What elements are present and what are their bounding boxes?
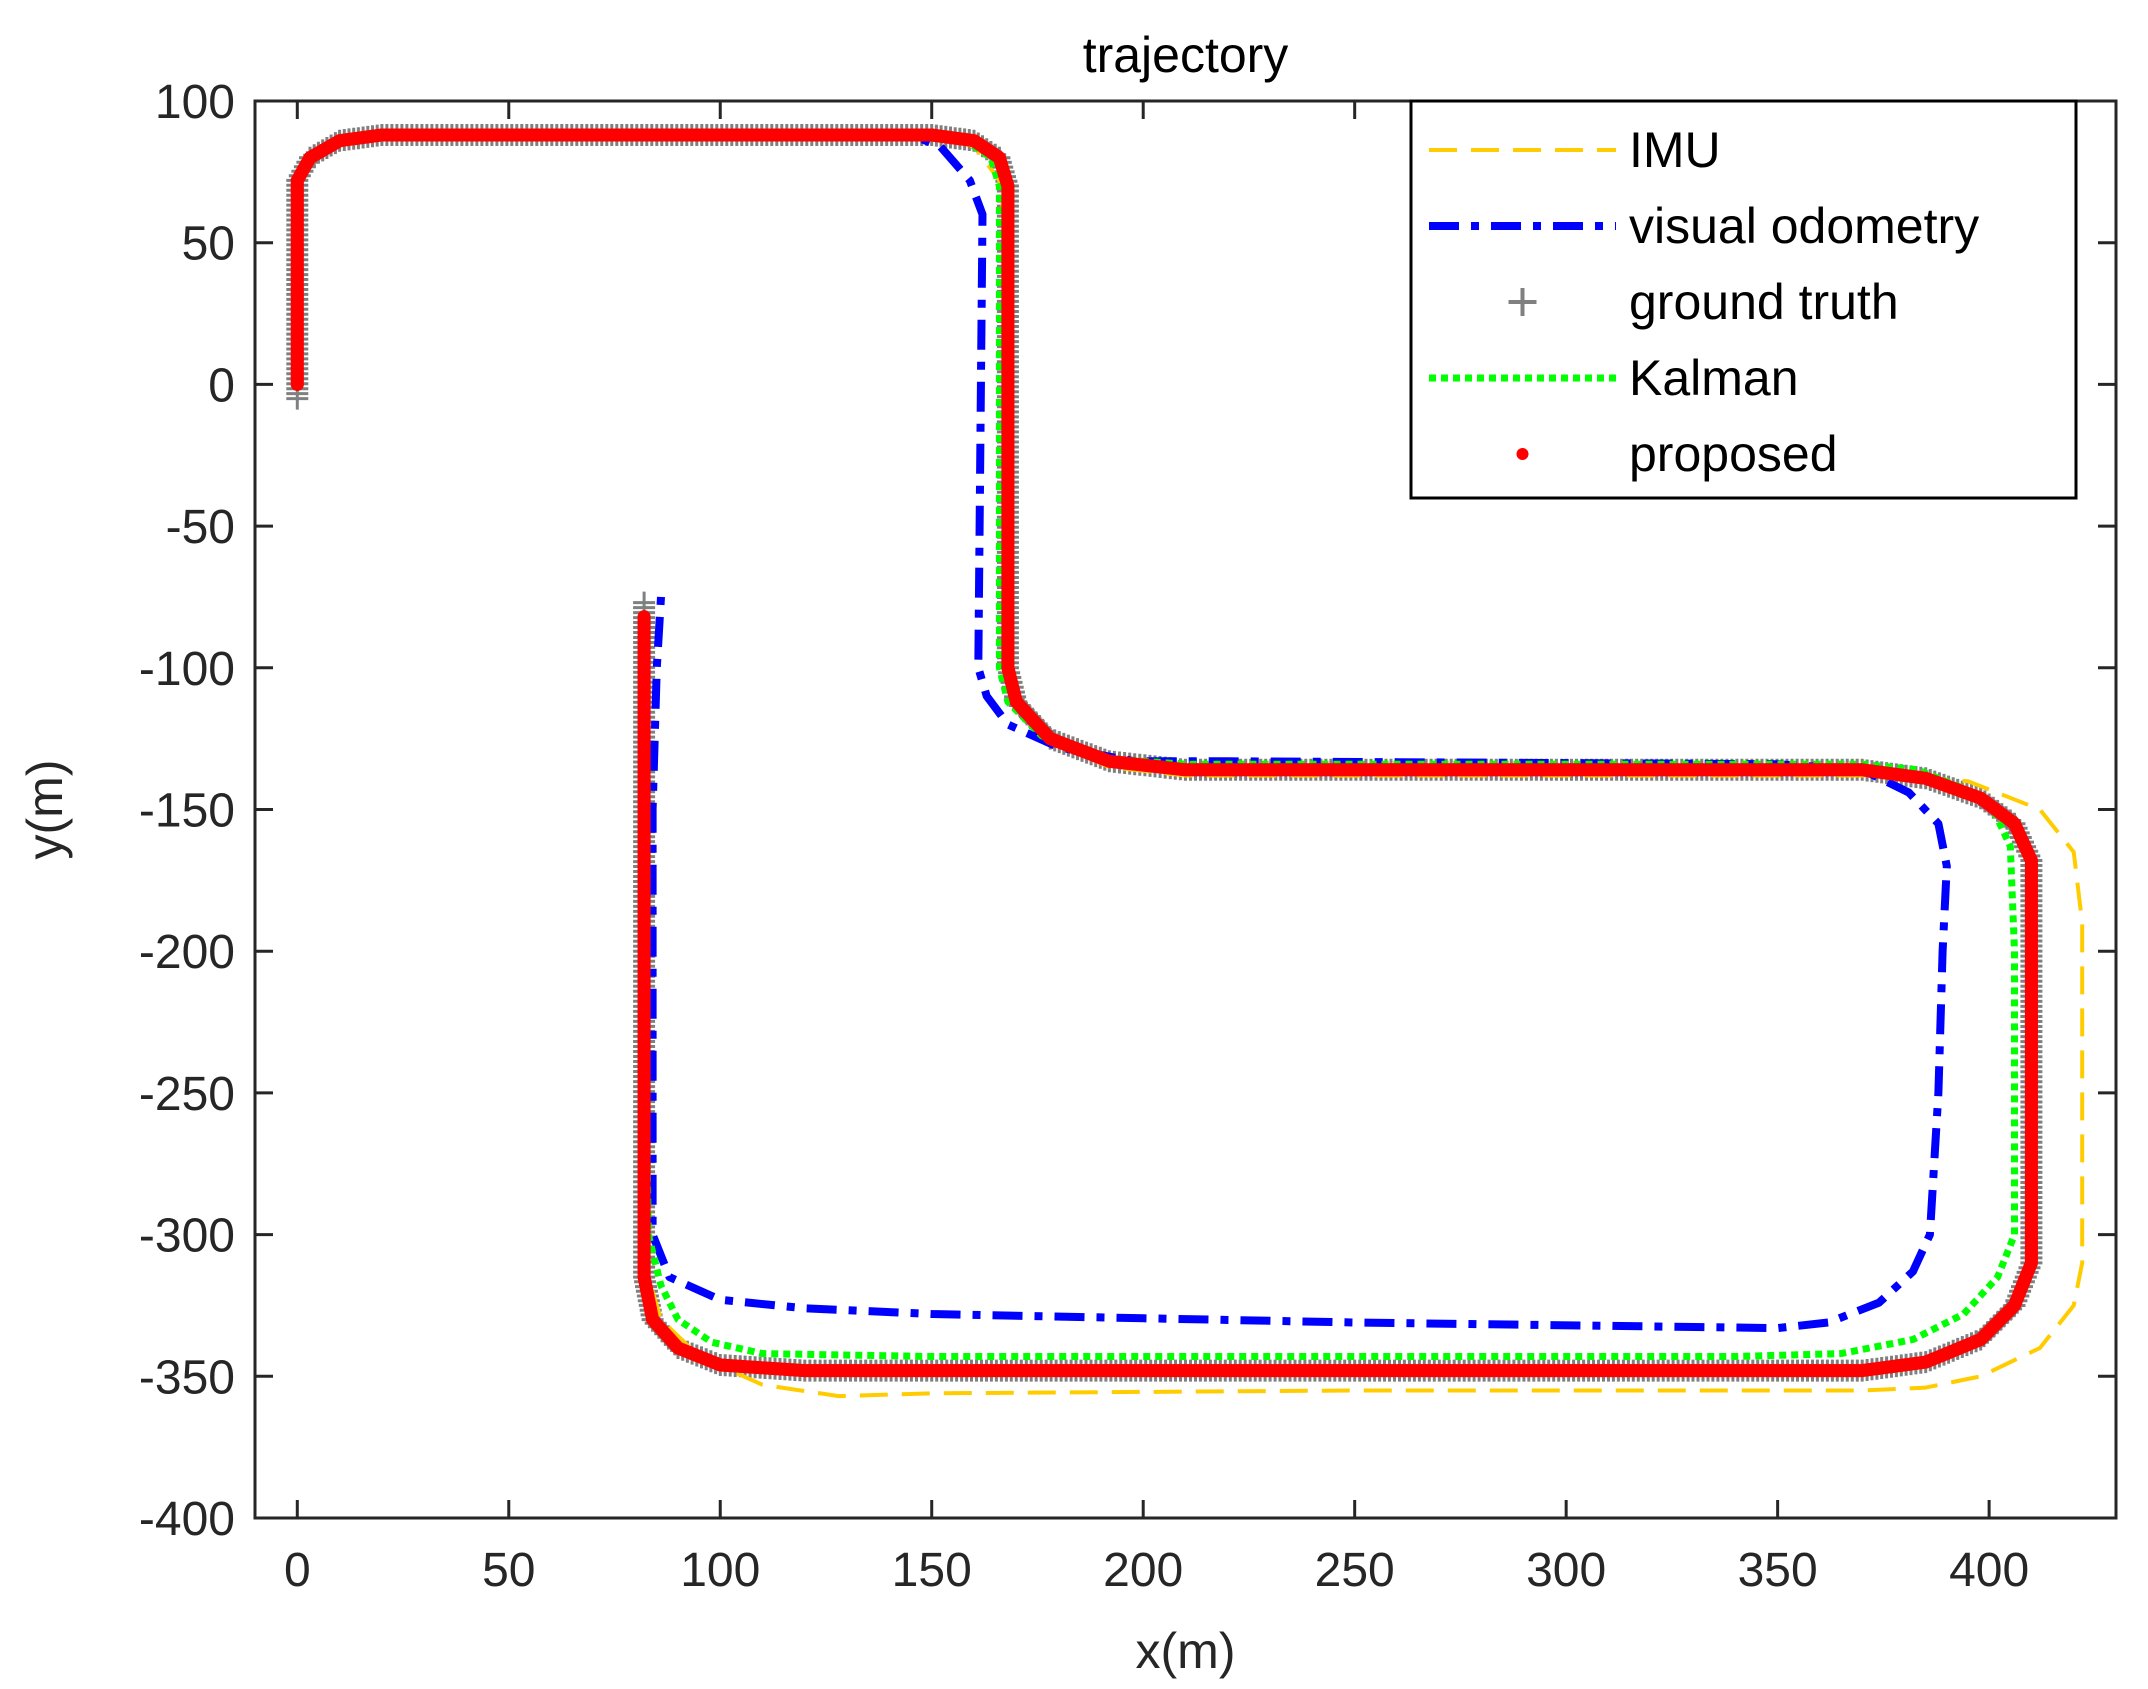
y-tick-label: -350 [139,1351,235,1404]
x-tick-label: 100 [680,1544,760,1597]
y-tick-label: -150 [139,785,235,838]
legend-swatch-proposed [1516,448,1529,460]
y-tick-label: -250 [139,1068,235,1121]
x-tick-label: 150 [892,1544,972,1597]
x-tick-label: 200 [1103,1544,1183,1597]
y-tick-label: 100 [155,76,235,129]
y-tick-label: -300 [139,1210,235,1263]
axis-ticks: 0 50 100 150 200 250 300 350 400 100 50 0 -50 -100 -15… [139,76,2116,1597]
legend-entry-imu: IMU [1429,122,1721,178]
y-tick-label: -50 [166,501,235,554]
x-tick-label: 350 [1738,1544,1818,1597]
x-tick-label: 250 [1315,1544,1395,1597]
legend-label-imu: IMU [1629,122,1721,178]
series-layer [286,124,2085,1399]
series-kalman [293,131,2018,1360]
series-imu [295,133,2085,1399]
legend-entry-kalman: Kalman [1429,350,1799,406]
series-proposed [290,128,2038,1378]
y-tick-label: -100 [139,643,235,696]
y-tick-label: 0 [208,359,235,412]
y-tick-label: -400 [139,1493,235,1546]
series-visual-odometry [293,131,1951,1333]
y-axis-label: y(m) [17,760,73,860]
legend-entry-ground-truth: ground truth [1508,274,1899,330]
chart-title: trajectory [1083,27,1289,83]
legend-label-kalman: Kalman [1629,350,1799,406]
x-tick-label: 300 [1526,1544,1606,1597]
legend-swatch-ground-truth [1508,288,1537,316]
imu-trajectory-line [295,133,2085,1399]
legend-entry-proposed: proposed [1516,426,1838,482]
x-axis-label: x(m) [1136,1623,1236,1679]
proposed-marker [637,610,651,624]
legend-label-ground-truth: ground truth [1629,274,1899,330]
kalman-trajectory-line [293,131,2018,1360]
x-tick-label: 400 [1949,1544,2029,1597]
legend: IMU visual odometry ground truth Kalman prop… [1409,99,2078,500]
visual-odometry-trajectory-line [293,131,1951,1333]
y-tick-label: -200 [139,926,235,979]
x-tick-label: 50 [482,1544,535,1597]
y-tick-label: 50 [182,218,235,271]
x-tick-label: 0 [284,1544,311,1597]
legend-label-visual-odometry: visual odometry [1629,198,1979,254]
legend-entry-visual-odometry: visual odometry [1429,198,1979,254]
legend-label-proposed: proposed [1629,426,1838,482]
